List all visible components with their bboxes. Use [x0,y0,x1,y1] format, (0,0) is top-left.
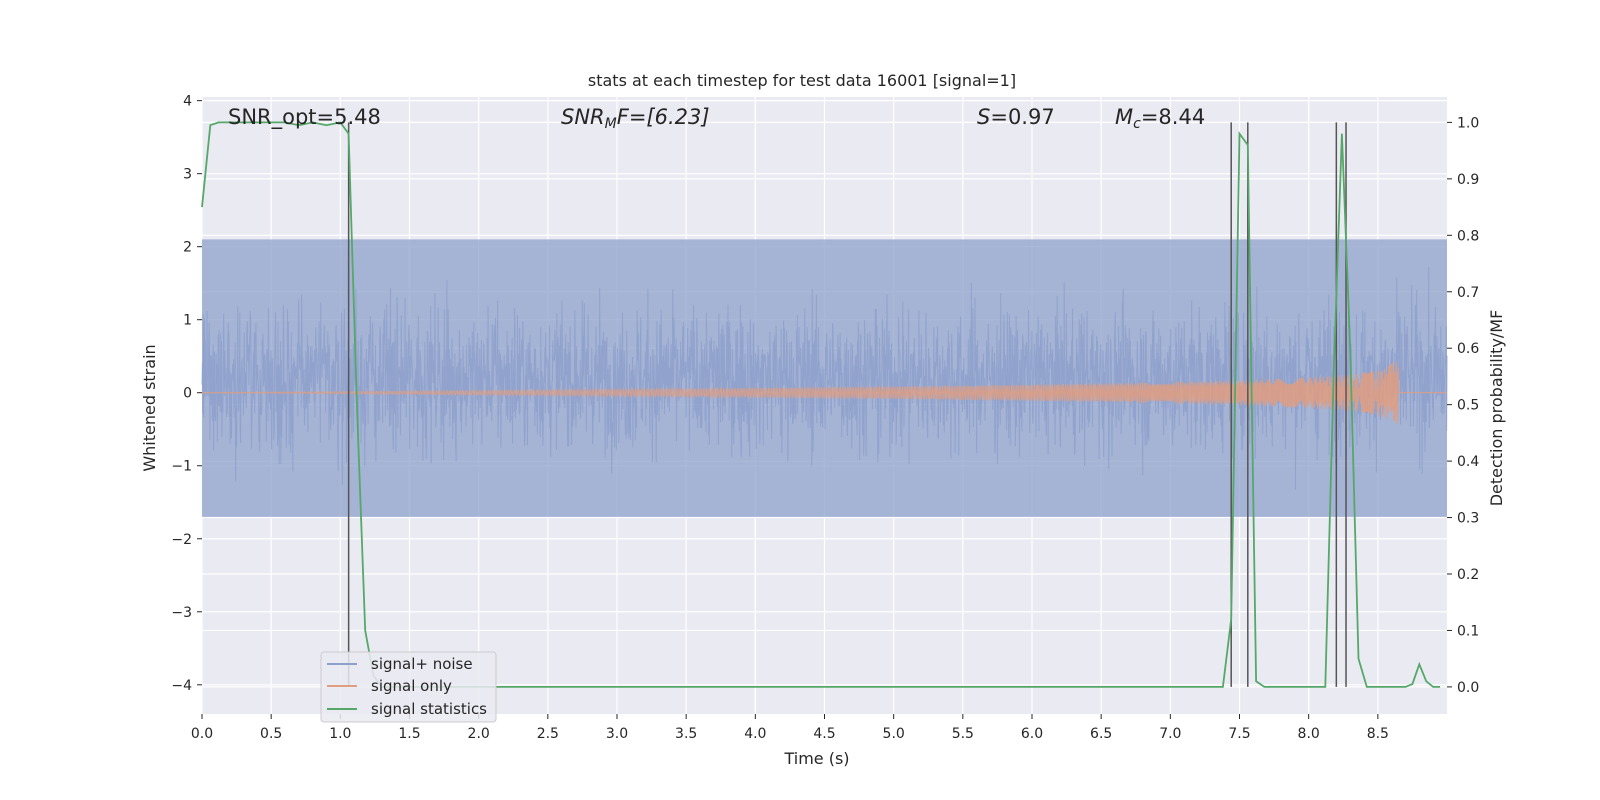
y-tick-label-2: −2 [171,532,192,548]
y2-tick-label-9: 0.9 [1457,172,1479,188]
y2-tick-label-4: 0.4 [1457,454,1479,470]
y2-axis-ticks: 0.0 0.1 0.2 0.3 0.4 0.5 0.6 0.7 0.8 0.9 1.0 [1447,115,1479,696]
annotation-s-rest: =0.97 [990,105,1054,129]
y2-tick-label-3: 0.3 [1457,511,1479,527]
legend: signal+ noise signal only signal statist… [320,651,497,723]
x-tick-label-12: 6.0 [1021,726,1043,742]
y2-axis-label: Detection probability/MF [1487,310,1506,507]
y-axis-ticks: −4 −3 −2 −1 0 1 2 3 4 [171,94,202,694]
y-tick-label-3: −1 [171,459,192,475]
y2-tick-label-8: 0.8 [1457,228,1479,244]
x-axis-ticks: 0.0 0.5 1.0 1.5 2.0 2.5 3.0 3.5 4.0 4.5 5.0 5.5 6.0 6… [191,714,1389,742]
annotation-snr-opt: SNR_opt=5.48 [228,105,381,130]
series-signal-only [202,361,1447,425]
x-tick-label-2: 1.0 [329,726,351,742]
x-axis-label: Time (s) [783,749,849,768]
x-tick-label-11: 5.5 [952,726,974,742]
y-tick-label-7: 3 [183,167,192,183]
x-tick-label-6: 3.0 [606,726,628,742]
x-tick-label-16: 8.0 [1298,726,1320,742]
x-tick-label-17: 8.5 [1367,726,1389,742]
annotation-snr-mf-rest: F=[6.23] [617,105,710,129]
annotation-snr-mf: SNRMF=[6.23] [561,105,710,132]
x-tick-label-9: 4.5 [813,726,835,742]
y2-tick-label-5: 0.5 [1457,398,1479,414]
y-tick-label-5: 1 [183,313,192,329]
y-tick-label-4: 0 [183,386,192,402]
x-tick-label-7: 3.5 [675,726,697,742]
y-axis-label: Whitened strain [140,344,159,471]
noise-trace [201,267,1448,490]
annotation-s: S=0.97 [977,105,1055,129]
annotation-snr-mf-sub: M [605,116,617,132]
legend-box [320,651,497,723]
series-signal-statistics [201,121,1441,688]
annotation-s-main: S [977,105,990,129]
legend-label-signal: signal only [371,677,452,695]
x-tick-label-14: 7.0 [1159,726,1181,742]
x-tick-label-5: 2.5 [537,726,559,742]
x-tick-label-8: 4.0 [744,726,766,742]
series-signal-noise [201,239,1448,517]
y-tick-label-6: 2 [183,240,192,256]
chart-title: stats at each timestep for test data 160… [588,71,1016,90]
y2-tick-label-1: 0.1 [1457,623,1479,639]
stats-line [201,121,1441,688]
y2-tick-label-0: 0.0 [1457,680,1479,696]
y2-tick-label-7: 0.7 [1457,285,1479,301]
annotation-mc-sub: c [1133,116,1141,132]
x-tick-label-15: 7.5 [1228,726,1250,742]
x-tick-label-3: 1.5 [398,726,420,742]
annotation-snr-mf-main: SNR [561,105,605,129]
legend-label-noise: signal+ noise [371,655,473,673]
y-tick-label-0: −4 [171,678,192,694]
y2-tick-label-6: 0.6 [1457,341,1479,357]
detection-lines [347,122,1347,687]
y2-tick-label-10: 1.0 [1457,115,1479,131]
x-tick-label-13: 6.5 [1090,726,1112,742]
y2-tick-label-2: 0.2 [1457,567,1479,583]
annotation-mc: Mc=8.44 [1115,105,1205,132]
signal-trace [202,361,1447,425]
annotation-mc-rest: =8.44 [1141,105,1205,129]
y-tick-label-1: −3 [171,605,192,621]
annotation-mc-main: M [1115,105,1133,129]
y-tick-label-8: 4 [183,94,192,110]
x-tick-label-10: 5.0 [883,726,905,742]
x-tick-label-4: 2.0 [468,726,490,742]
legend-label-stats: signal statistics [371,700,487,718]
x-tick-label-1: 0.5 [260,726,282,742]
x-tick-label-0: 0.0 [191,726,213,742]
